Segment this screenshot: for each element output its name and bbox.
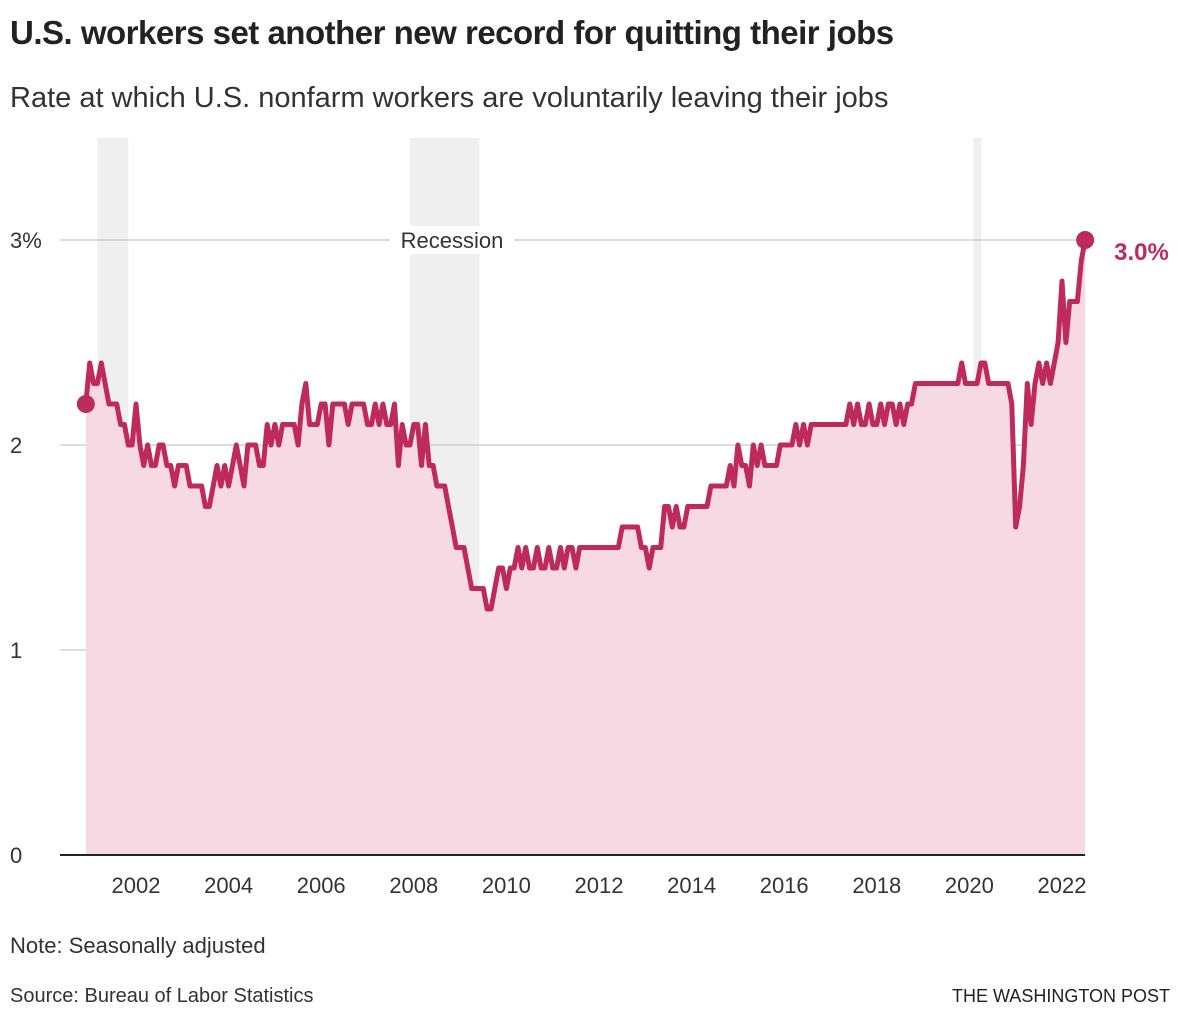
y-tick-label: 3%: [10, 228, 42, 253]
x-tick-label: 2020: [945, 873, 994, 898]
x-tick-label: 2016: [760, 873, 809, 898]
x-tick-label: 2002: [112, 873, 161, 898]
y-tick-label: 1: [10, 638, 22, 663]
x-tick-label: 2010: [482, 873, 531, 898]
x-axis-ticks: 2002 2004 2006 2008 2010 2012 2014 2016 2018 2020…: [112, 873, 1087, 898]
end-point-marker: [1076, 231, 1095, 249]
x-tick-label: 2008: [389, 873, 438, 898]
quits-rate-chart: Recession 0 1 2 3% 2002 2004 2006 2008 2010 2012…: [10, 138, 1169, 898]
x-tick-label: 2018: [852, 873, 901, 898]
x-tick-label: 2006: [297, 873, 346, 898]
publisher-credit: THE WASHINGTON POST: [951, 986, 1170, 1006]
chart-title: U.S. workers set another new record for …: [10, 14, 894, 51]
y-tick-label: 2: [10, 433, 22, 458]
y-axis-ticks: 0 1 2 3%: [10, 228, 42, 868]
end-value-label: 3.0%: [1114, 239, 1169, 266]
x-tick-label: 2012: [575, 873, 624, 898]
y-tick-label: 0: [10, 843, 22, 868]
x-tick-label: 2022: [1038, 873, 1087, 898]
recession-label-text: Recession: [401, 228, 504, 253]
footnote: Note: Seasonally adjusted: [10, 933, 266, 958]
x-tick-label: 2014: [667, 873, 716, 898]
source-credit: Source: Bureau of Labor Statistics: [10, 985, 314, 1007]
start-point-marker: [76, 395, 95, 413]
recession-label: Recession: [390, 226, 514, 254]
x-tick-label: 2004: [204, 873, 253, 898]
quits-rate-line: [83, 237, 1088, 612]
chart-subtitle: Rate at which U.S. nonfarm workers are v…: [10, 82, 889, 114]
